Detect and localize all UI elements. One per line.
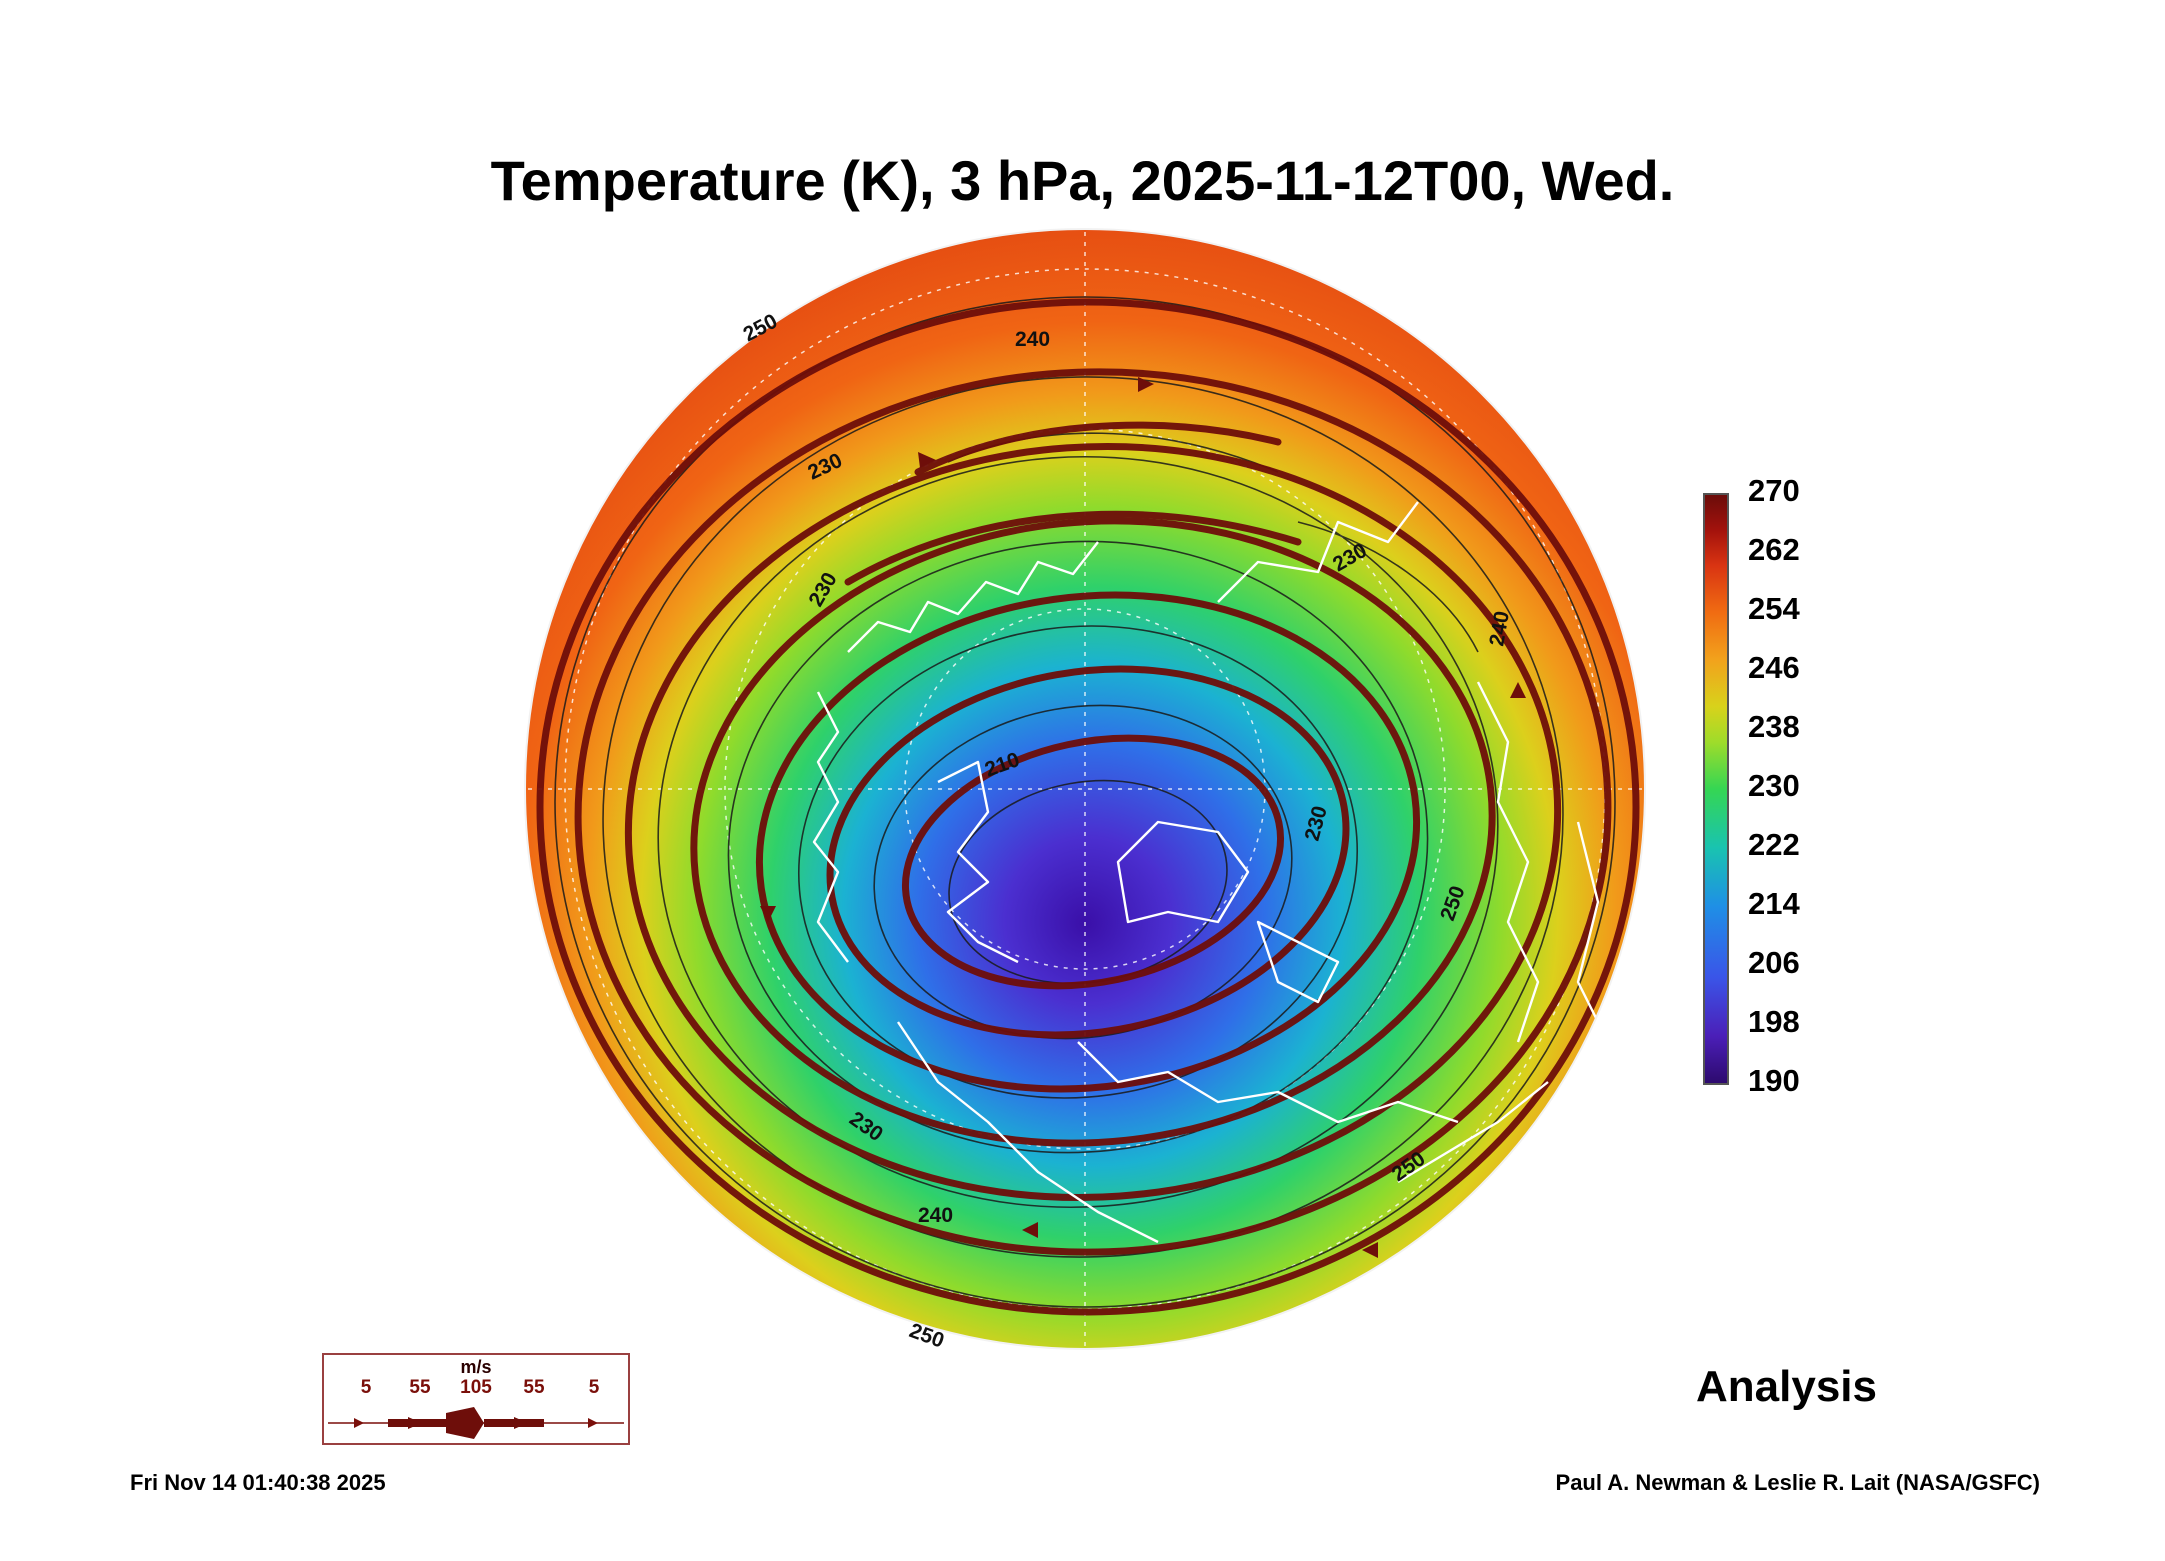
wind-streamlines <box>536 298 1640 1316</box>
polar-temperature-map[interactable]: 250 240 230 230 230 240 210 230 250 230 … <box>518 222 1652 1356</box>
wind-key-speed-105: 105 <box>460 1377 492 1398</box>
contour-label-240-lower: 240 <box>918 1204 953 1227</box>
colorbar-label-206: 206 <box>1748 945 1800 980</box>
wind-key-speed-5-right: 5 <box>588 1377 600 1398</box>
wind-arrowheads <box>760 377 1526 1258</box>
wind-speed-key: m/s 5 55 105 55 5 <box>322 1353 630 1445</box>
colorbar-label-190: 190 <box>1748 1063 1800 1098</box>
colorbar-label-246: 246 <box>1748 650 1800 685</box>
colorbar-label-230: 230 <box>1748 768 1800 803</box>
coastlines <box>812 501 1610 1244</box>
colorbar-label-214: 214 <box>1748 886 1800 921</box>
analysis-label: Analysis <box>1696 1362 1877 1411</box>
author-credit: Paul A. Newman & Leslie R. Lait (NASA/GS… <box>1555 1470 2040 1495</box>
colorbar-label-198: 198 <box>1748 1004 1800 1039</box>
globe-disk <box>525 229 1645 1349</box>
wind-key-arrow <box>328 1407 624 1439</box>
colorbar-label-262: 262 <box>1748 532 1800 567</box>
generation-timestamp: Fri Nov 14 01:40:38 2025 <box>130 1470 386 1495</box>
temperature-contours <box>554 296 1616 1308</box>
wind-key-speed-55-right: 55 <box>523 1377 545 1398</box>
temperature-colorbar <box>1703 493 1729 1085</box>
plot-title: Temperature (K), 3 hPa, 2025-11-12T00, W… <box>490 149 1675 212</box>
wind-key-speed-5-left: 5 <box>360 1377 372 1398</box>
colorbar-label-254: 254 <box>1748 591 1800 626</box>
wind-key-unit: m/s <box>460 1357 492 1377</box>
colorbar-label-270: 270 <box>1748 473 1800 508</box>
contour-label-240-top: 240 <box>1015 328 1050 351</box>
colorbar-label-222: 222 <box>1748 827 1800 862</box>
colorbar-label-238: 238 <box>1748 709 1800 744</box>
wind-key-speed-55-left: 55 <box>409 1377 431 1398</box>
